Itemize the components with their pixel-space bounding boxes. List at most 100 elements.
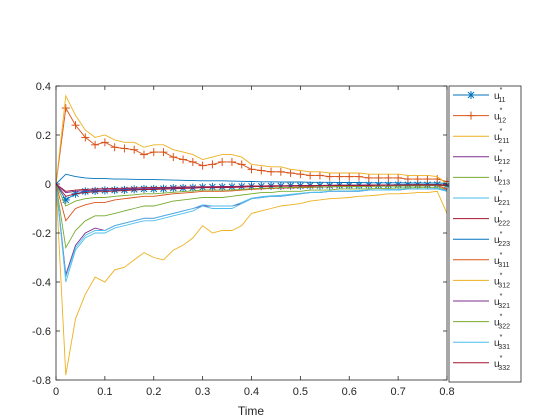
data-point-marker (335, 172, 344, 181)
data-point-marker (149, 148, 158, 157)
legend-entry-332: u* 332 (453, 355, 510, 372)
legend-entry-321: u* 321 (453, 293, 510, 310)
data-point-marker (159, 148, 168, 157)
legend-label: u* 322 (494, 314, 510, 331)
x-tick-label: 0 (53, 386, 59, 398)
x-tick-label: 0.1 (97, 386, 112, 398)
data-point-marker (227, 157, 236, 166)
legend-entry-12: u* 12 (453, 108, 506, 125)
data-point-marker (267, 167, 276, 176)
data-point-marker (110, 143, 119, 152)
legend-label: u* 213 (494, 169, 510, 186)
data-point-marker (394, 173, 403, 182)
legend-label: u* 311 (494, 252, 510, 269)
series-322 (55, 183, 448, 207)
legend-entry-322: u* 322 (453, 314, 510, 331)
legend-label: u* 221 (494, 190, 510, 207)
legend-entry-221: u* 221 (453, 190, 510, 207)
data-point-marker (403, 175, 412, 184)
legend-label: u* 212 (494, 149, 510, 166)
legend-entry-312: u* 312 (453, 272, 510, 289)
data-point-marker (110, 186, 119, 195)
series-line (55, 94, 448, 185)
legend-entry-331: u* 331 (453, 334, 510, 351)
legend-entry-222: u* 222 (453, 211, 510, 228)
y-tick-label: 0 (45, 179, 51, 191)
data-point-marker (286, 168, 295, 177)
series-223 (55, 173, 448, 185)
y-tick-label: -0.2 (32, 228, 51, 240)
data-point-marker (296, 170, 305, 179)
legend-label: u* 222 (494, 211, 510, 228)
data-point-marker (355, 172, 364, 181)
legend-entry-311: u* 311 (453, 252, 510, 269)
series-line (55, 173, 448, 185)
data-point-marker (130, 145, 139, 154)
y-tick-label: 0.2 (36, 130, 51, 142)
series-211 (55, 94, 448, 185)
y-tick-label: 0.4 (36, 81, 51, 93)
series-12 (55, 104, 451, 186)
data-point-marker (364, 173, 373, 182)
legend-label: u* 223 (494, 231, 510, 248)
data-point-marker (218, 157, 227, 166)
data-point-marker (188, 157, 197, 166)
legend-entry-11: u* 11 (453, 87, 506, 104)
x-tick-label: 0.7 (390, 386, 405, 398)
legend-label: u* 11 (494, 87, 506, 104)
data-point-marker (345, 172, 354, 181)
legend-entry-213: u* 213 (453, 169, 510, 186)
series-line (55, 183, 448, 278)
data-point-marker (179, 155, 188, 164)
data-point-marker (120, 144, 129, 153)
series-line (55, 183, 448, 207)
data-point-marker (169, 153, 178, 162)
x-tick-label: 0.3 (195, 386, 210, 398)
legend-entry-211: u* 211 (453, 128, 510, 145)
legend-label: u* 321 (494, 293, 510, 310)
data-point-marker (257, 166, 266, 175)
legend-label: u* 211 (494, 128, 510, 145)
data-point-marker (237, 160, 246, 169)
data-point-marker (306, 171, 315, 180)
y-tick-label: -0.4 (32, 277, 51, 289)
ticks-layer: 0 0.1 0.2 0.3 0.4 0.5 0.6 0.7 0.8 0.4 0.2 0 -0.2 -0.4… (32, 81, 455, 398)
series-layer (55, 94, 451, 376)
x-tick-label: 0.8 (439, 386, 454, 398)
legend-label: u* 331 (494, 334, 510, 351)
series-332 (55, 183, 448, 197)
series-line (55, 183, 448, 376)
data-point-marker (325, 172, 334, 181)
x-tick-label: 0.4 (244, 386, 259, 398)
x-axis-title: Time (238, 404, 265, 418)
data-point-marker (100, 138, 109, 147)
x-tick-label: 0.2 (146, 386, 161, 398)
data-point-marker (91, 140, 100, 149)
data-point-marker (315, 171, 324, 180)
legend-label: u* 332 (494, 355, 510, 372)
x-tick-label: 0.5 (293, 386, 308, 398)
series-213 (55, 183, 448, 250)
series-312 (55, 183, 448, 376)
y-tick-label: -0.6 (32, 326, 51, 338)
legend-entry-212: u* 212 (453, 149, 510, 166)
y-tick-label: -0.8 (32, 375, 51, 387)
legend: u* 11 u* 12 u* 211 u* 212 u* 213 u* 221 u* 222 u* 223 u*… (448, 85, 522, 383)
legend-label: u* 312 (494, 272, 510, 289)
data-point-marker (276, 167, 285, 176)
data-point-marker (81, 187, 90, 196)
data-point-marker (120, 185, 129, 194)
data-point-marker (247, 165, 256, 174)
legend-box (448, 85, 522, 383)
data-point-marker (423, 175, 432, 184)
data-point-marker (208, 160, 217, 169)
data-point-marker (91, 186, 100, 195)
data-point-marker (81, 133, 90, 142)
data-point-marker (61, 104, 70, 113)
series-line (55, 183, 448, 197)
data-point-marker (71, 121, 80, 130)
series-line (55, 183, 448, 250)
x-tick-label: 0.6 (342, 386, 357, 398)
